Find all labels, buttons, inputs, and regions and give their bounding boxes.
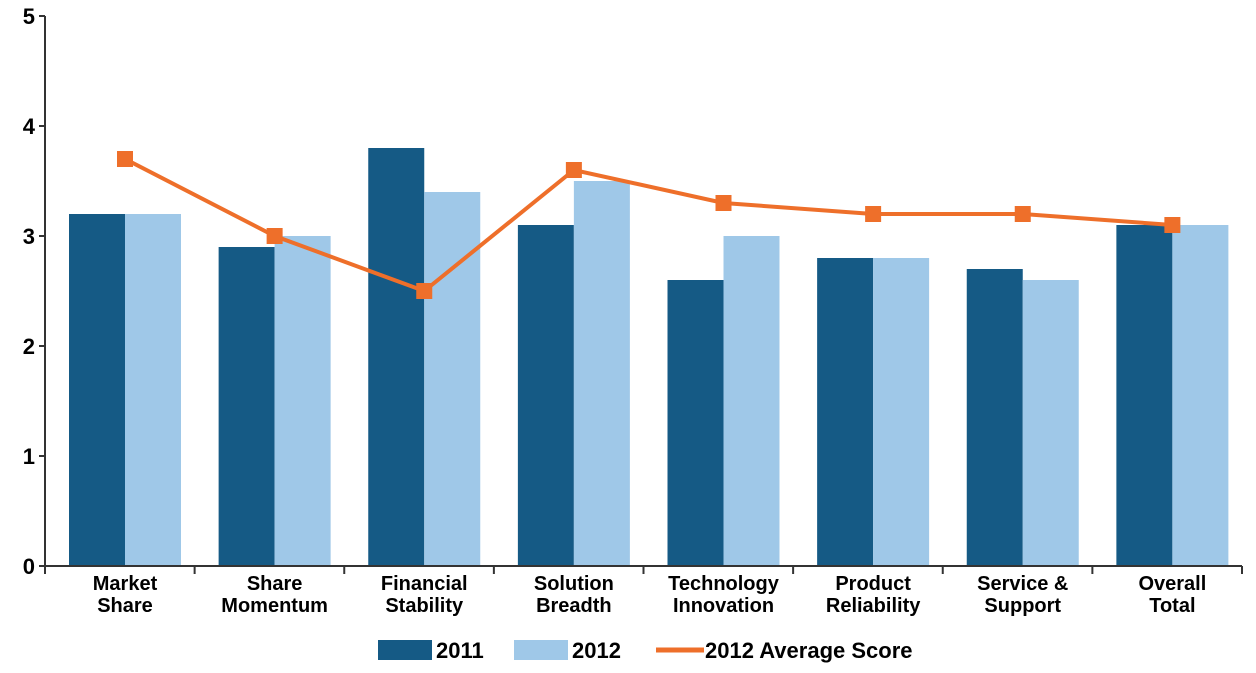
bar-2012-3	[573, 181, 630, 566]
y-tick-label-2: 2	[23, 334, 35, 359]
x-tick-label-7: Overall Total	[1138, 573, 1206, 617]
legend: 2011 2012 2012 Average Score	[378, 638, 913, 663]
y-tick-label-0: 0	[23, 554, 35, 579]
x-tick-label-3: Solution Breadth	[534, 573, 614, 617]
x-tick-label-0: Market Share	[93, 573, 158, 617]
bar-2012-1	[274, 236, 331, 566]
bar-2012-0	[125, 214, 181, 566]
legend-item-2011: 2011	[378, 638, 484, 663]
legend-swatch	[378, 640, 432, 660]
bar-2011-0	[69, 214, 125, 566]
bar-2012-7	[1172, 225, 1229, 566]
bar-2011-2	[368, 148, 425, 566]
legend-item-2012-average-score: 2012 Average Score	[656, 638, 913, 663]
bar-2011-1	[218, 247, 275, 566]
bar-2011-4	[667, 280, 724, 566]
y-tick-label-3: 3	[23, 224, 35, 249]
line-marker-1	[266, 228, 283, 244]
line-marker-6	[1014, 206, 1031, 222]
y-tick-label-4: 4	[23, 114, 36, 139]
line-marker-2	[416, 283, 433, 299]
line-marker-5	[865, 206, 882, 222]
line-marker-3	[565, 162, 582, 178]
x-tick-label-2: Financial Stability	[381, 573, 468, 617]
bar-2012-2	[424, 192, 481, 566]
bar-2011-3	[517, 225, 574, 566]
bar-2012-4	[723, 236, 780, 566]
line-2012-average-score	[124, 157, 1173, 294]
bar-2012-6	[1022, 280, 1079, 566]
y-tick-label-1: 1	[23, 444, 35, 469]
legend-label: 2012 Average Score	[705, 638, 913, 663]
legend-label: 2011	[436, 638, 484, 663]
y-tick-label-5: 5	[23, 4, 35, 29]
x-tick-label-4: Technology Innovation	[668, 573, 780, 617]
bars-layer	[69, 148, 1229, 566]
axes-layer: 0 1 2 3 4 5 Market Share Share Momentum Financial S…	[23, 4, 1243, 617]
bar-2012-5	[873, 258, 930, 566]
legend-swatch	[514, 640, 568, 660]
bar-2011-7	[1116, 225, 1173, 566]
legend-label: 2012	[572, 638, 621, 663]
line-marker-0	[117, 151, 133, 167]
x-tick-label-5: Product Reliability	[826, 573, 921, 617]
x-tick-label-6: Service & Support	[977, 573, 1068, 617]
legend-item-2012: 2012	[514, 638, 621, 663]
line-series-layer	[117, 151, 1181, 299]
line-marker-4	[715, 195, 732, 211]
bar-2011-6	[966, 269, 1023, 566]
bar-2011-5	[817, 258, 874, 566]
line-marker-7	[1164, 217, 1181, 233]
x-tick-label-1: Share Momentum	[221, 573, 328, 617]
